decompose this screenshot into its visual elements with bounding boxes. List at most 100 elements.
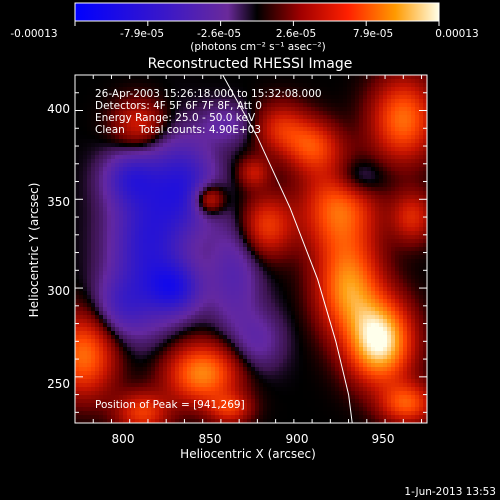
- heatmap-cell: [379, 95, 384, 100]
- heatmap-cell: [155, 91, 160, 96]
- heatmap-cell: [399, 75, 404, 80]
- heatmap-cell: [219, 211, 224, 216]
- heatmap-cell: [255, 103, 260, 108]
- heatmap-cell: [323, 279, 328, 284]
- heatmap-cell: [387, 107, 392, 112]
- heatmap-cell: [255, 295, 260, 300]
- heatmap-cell: [367, 187, 372, 192]
- heatmap-cell: [123, 115, 128, 120]
- heatmap-cell: [283, 275, 288, 280]
- heatmap-cell: [171, 187, 176, 192]
- heatmap-cell: [359, 155, 364, 160]
- heatmap-cell: [155, 223, 160, 228]
- heatmap-cell: [287, 83, 292, 88]
- heatmap-cell: [151, 259, 156, 264]
- heatmap-cell: [227, 115, 232, 120]
- heatmap-cell: [251, 147, 256, 152]
- heatmap-cell: [127, 151, 132, 156]
- heatmap-cell: [423, 103, 427, 108]
- heatmap-cell: [95, 275, 100, 280]
- heatmap-cell: [331, 279, 336, 284]
- heatmap-cell: [179, 299, 184, 304]
- heatmap-cell: [339, 79, 344, 84]
- heatmap-cell: [155, 291, 160, 296]
- heatmap-cell: [315, 287, 320, 292]
- heatmap-cell: [199, 111, 204, 116]
- heatmap-cell: [127, 283, 132, 288]
- heatmap-cell: [419, 139, 424, 144]
- heatmap-cell: [231, 179, 236, 184]
- heatmap-cell: [279, 87, 284, 92]
- heatmap-cell: [107, 187, 112, 192]
- heatmap-cell: [243, 87, 248, 92]
- heatmap-cell: [263, 283, 268, 288]
- heatmap-cell: [107, 79, 112, 84]
- heatmap-cell: [419, 95, 424, 100]
- heatmap-cell: [143, 159, 148, 164]
- heatmap-cell: [399, 123, 404, 128]
- heatmap-cell: [175, 223, 180, 228]
- heatmap-cell: [151, 275, 156, 280]
- heatmap-cell: [139, 111, 144, 116]
- heatmap-cell: [311, 207, 316, 212]
- heatmap-cell: [411, 107, 416, 112]
- heatmap-cell: [383, 215, 388, 220]
- heatmap-cell: [315, 143, 320, 148]
- heatmap-cell: [339, 187, 344, 192]
- heatmap-cell: [99, 207, 104, 212]
- heatmap-cell: [247, 275, 252, 280]
- heatmap-cell: [351, 123, 356, 128]
- heatmap-cell: [315, 259, 320, 264]
- heatmap-cell: [387, 95, 392, 100]
- heatmap-cell: [239, 243, 244, 248]
- heatmap-cell: [347, 231, 352, 236]
- heatmap-cell: [191, 243, 196, 248]
- heatmap-cell: [219, 191, 224, 196]
- heatmap-cell: [343, 287, 348, 292]
- heatmap-cell: [199, 151, 204, 156]
- heatmap-cell: [359, 223, 364, 228]
- heatmap-cell: [239, 91, 244, 96]
- heatmap-cell: [223, 87, 228, 92]
- heatmap-cell: [375, 87, 380, 92]
- heatmap-cell: [175, 295, 180, 300]
- heatmap-cell: [299, 183, 304, 188]
- heatmap-cell: [363, 243, 368, 248]
- heatmap-cell: [127, 295, 132, 300]
- heatmap-cell: [215, 219, 220, 224]
- heatmap-cell: [143, 275, 148, 280]
- heatmap-cell: [351, 147, 356, 152]
- heatmap-cell: [91, 139, 96, 144]
- heatmap-cell: [123, 83, 128, 88]
- heatmap-cell: [283, 99, 288, 104]
- heatmap-cell: [79, 103, 84, 108]
- heatmap-cell: [171, 259, 176, 264]
- heatmap-cell: [163, 131, 168, 136]
- heatmap-cell: [383, 171, 388, 176]
- heatmap-cell: [191, 95, 196, 100]
- heatmap-cell: [251, 183, 256, 188]
- heatmap-cell: [87, 211, 92, 216]
- heatmap-cell: [267, 211, 272, 216]
- heatmap-cell: [419, 263, 424, 268]
- heatmap-cell: [371, 119, 376, 124]
- heatmap-cell: [387, 275, 392, 280]
- heatmap-cell: [311, 283, 316, 288]
- heatmap-cell: [143, 151, 148, 156]
- heatmap-cell: [355, 223, 360, 228]
- heatmap-cell: [79, 147, 84, 152]
- heatmap-cell: [179, 151, 184, 156]
- heatmap-cell: [75, 111, 80, 116]
- heatmap-cell: [115, 127, 120, 132]
- heatmap-cell: [247, 215, 252, 220]
- heatmap-cell: [299, 187, 304, 192]
- heatmap-cell: [391, 83, 396, 88]
- heatmap-cell: [387, 187, 392, 192]
- heatmap-cell: [155, 199, 160, 204]
- heatmap-cell: [335, 291, 340, 296]
- heatmap-cell: [199, 183, 204, 188]
- heatmap-cell: [343, 243, 348, 248]
- heatmap-cell: [367, 271, 372, 276]
- heatmap-cell: [319, 255, 324, 260]
- heatmap-cell: [231, 203, 236, 208]
